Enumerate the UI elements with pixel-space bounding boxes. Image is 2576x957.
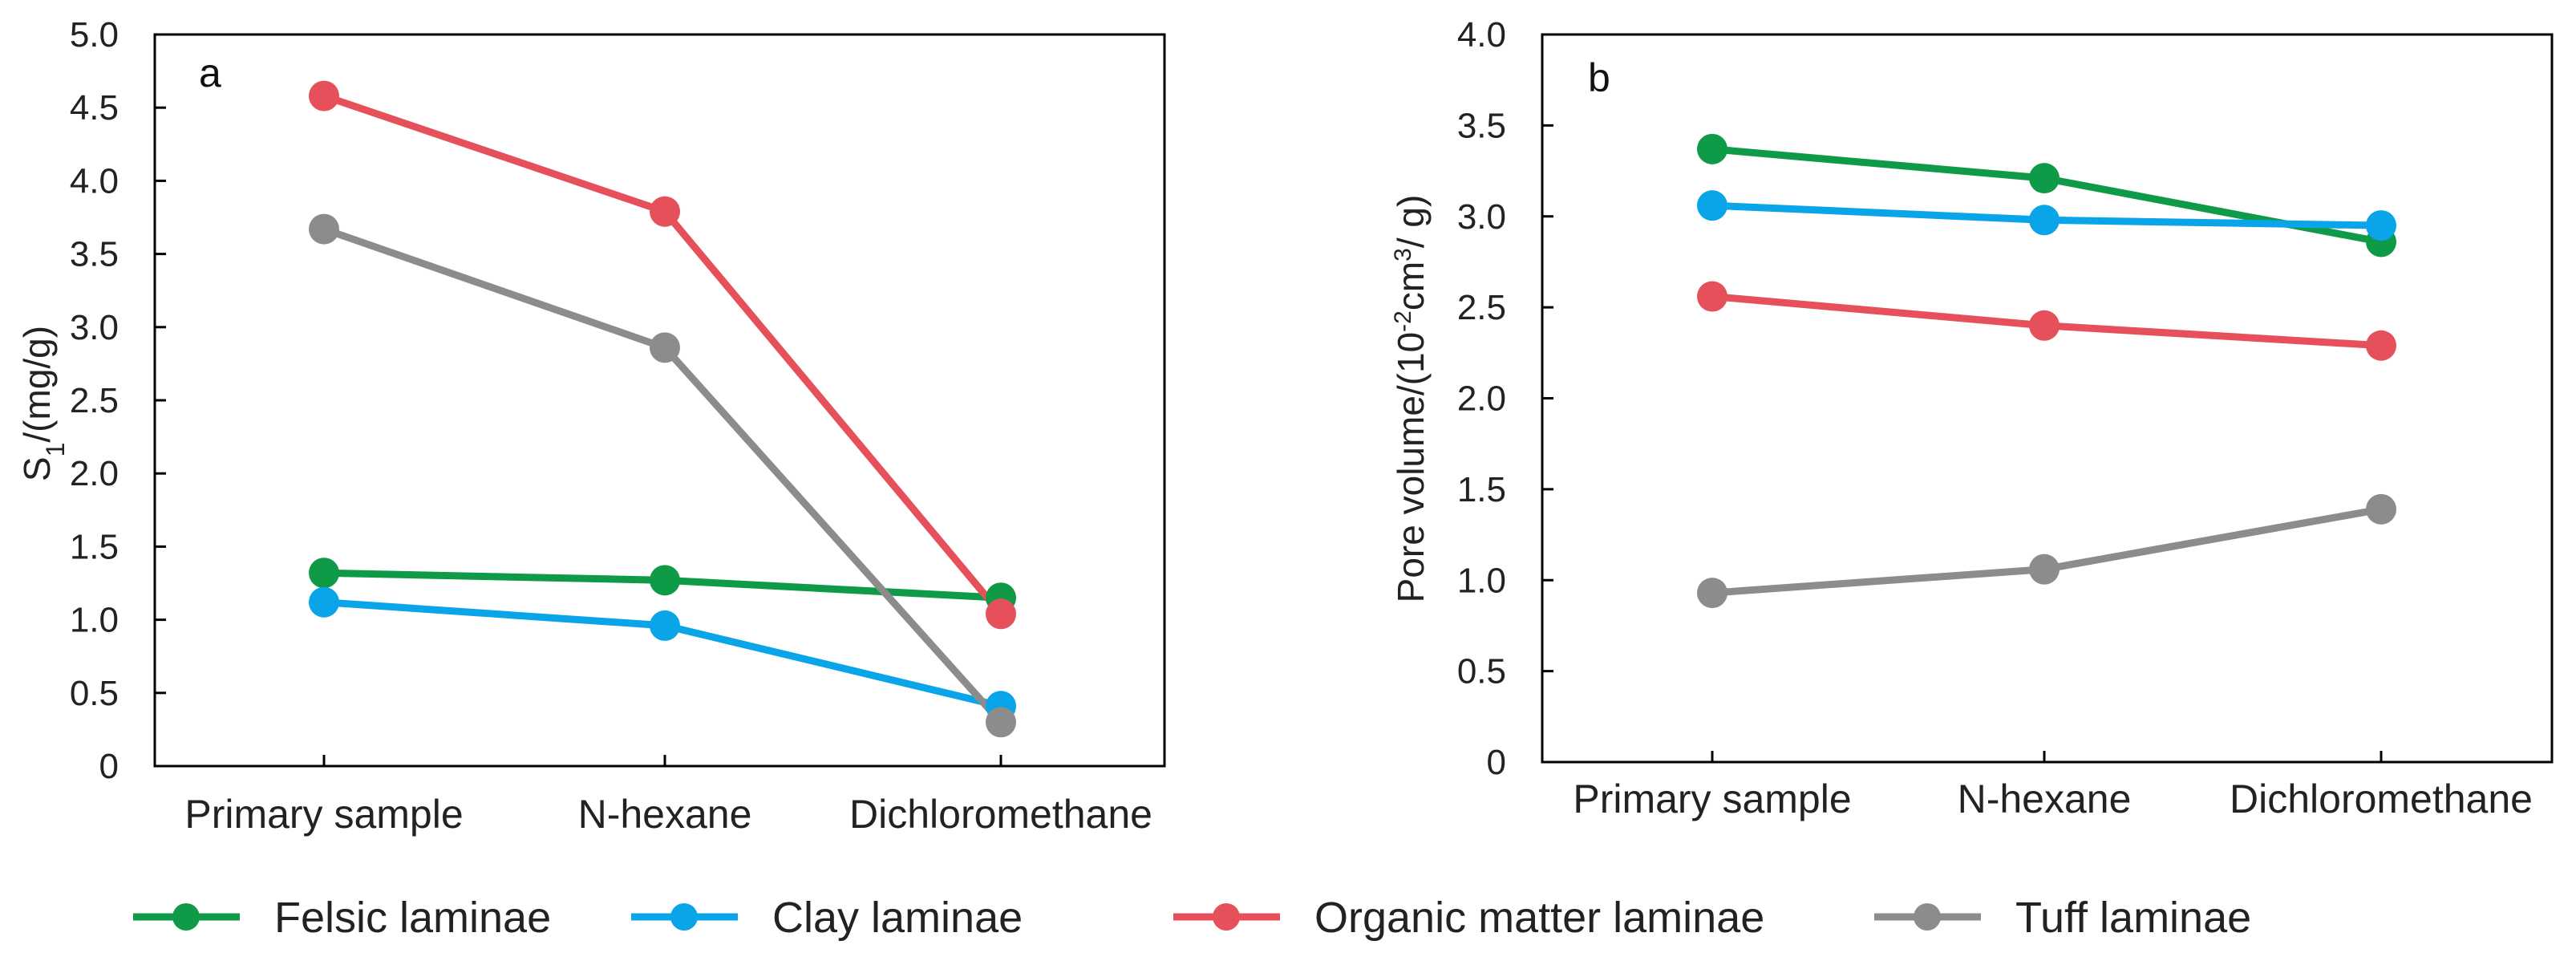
y-tick-label-a: 1.0 (70, 601, 119, 640)
series-line-a (322, 225, 1004, 725)
data-point-b (2366, 493, 2396, 525)
y-tick-label-a: 4.5 (70, 88, 119, 128)
data-point-b (2029, 205, 2060, 236)
data-point-b (2029, 310, 2060, 341)
y-tick-label-a: 4.0 (70, 161, 119, 201)
x-tick-label-a: N-hexane (578, 792, 752, 837)
legend-marker (1914, 903, 1941, 931)
y-axis-title-b: Pore volume/(10-2cm3/ g) (1390, 195, 1432, 603)
y-tick-label-a: 0 (99, 747, 119, 786)
data-point-b (1697, 190, 1727, 221)
data-point-a (986, 707, 1016, 738)
data-point-b (1697, 133, 1727, 164)
data-point-b (1697, 578, 1727, 609)
y-axis-title-a: S1/(mg/g) (16, 326, 70, 481)
y-tick-label-b: 3.0 (1457, 197, 1506, 237)
data-point-a (650, 332, 680, 363)
chart-panel-b: b Pore volume/(10-2cm3/ g) 0 0.5 1.0 1.5 2.0… (1390, 15, 2554, 821)
y-tick-label-b: 3.5 (1457, 106, 1506, 145)
y-tick-label-a: 3.5 (70, 235, 119, 274)
data-point-b (2366, 210, 2396, 241)
data-point-a (309, 213, 339, 245)
legend-label: Felsic laminae (274, 894, 551, 942)
x-tick-label-b: Dichloromethane (2230, 777, 2533, 821)
legend-marker (1213, 903, 1240, 931)
x-tick-label-a: Dichloromethane (849, 792, 1152, 837)
y-tick-label-a: 2.5 (70, 381, 119, 420)
y-tick-label-b: 1.5 (1457, 470, 1506, 509)
x-tick-label-a: Primary sample (184, 792, 463, 837)
plot-frame-b (1541, 33, 2554, 764)
chart-panel-a: a S1/(mg/g) 0 0.5 1.0 1.5 2.0 2.5 3.0 3.5 4.0 4.5… (16, 15, 1166, 837)
legend-marker (172, 903, 200, 931)
y-tick-label-b: 4.0 (1457, 15, 1506, 55)
plot-frame-a (153, 33, 1166, 768)
y-tick-label-a: 0.5 (70, 674, 119, 713)
x-tick-label-b: Primary sample (1573, 777, 1851, 821)
data-point-b (2029, 554, 2060, 585)
panel-label-b: b (1588, 55, 1610, 100)
legend: Felsic laminae Clay laminae Organic matter… (133, 894, 2251, 942)
data-point-b (1697, 281, 1727, 312)
data-point-a (986, 598, 1016, 630)
y-tick-label-b: 2.0 (1457, 379, 1506, 419)
data-point-a (309, 586, 339, 618)
data-point-b (2366, 330, 2396, 361)
y-tick-label-a: 5.0 (70, 15, 119, 55)
legend-label: Clay laminae (772, 894, 1023, 942)
y-tick-label-a: 3.0 (70, 308, 119, 347)
data-point-a (650, 610, 680, 641)
data-point-a (650, 196, 680, 227)
data-point-b (2029, 163, 2060, 194)
y-tick-label-a: 1.5 (70, 527, 119, 566)
data-point-a (309, 80, 339, 112)
y-tick-label-b: 0 (1487, 743, 1506, 782)
data-point-a (650, 565, 680, 596)
y-tick-label-a: 2.0 (70, 454, 119, 493)
legend-marker (670, 903, 698, 931)
y-tick-label-b: 2.5 (1457, 288, 1506, 327)
y-tick-label-b: 0.5 (1457, 652, 1506, 691)
legend-label: Organic matter laminae (1314, 894, 1764, 942)
panel-label-a: a (199, 51, 221, 95)
x-tick-label-b: N-hexane (1958, 777, 2132, 821)
y-tick-label-b: 1.0 (1457, 561, 1506, 600)
data-point-a (309, 558, 339, 589)
legend-label: Tuff laminae (2015, 894, 2251, 942)
